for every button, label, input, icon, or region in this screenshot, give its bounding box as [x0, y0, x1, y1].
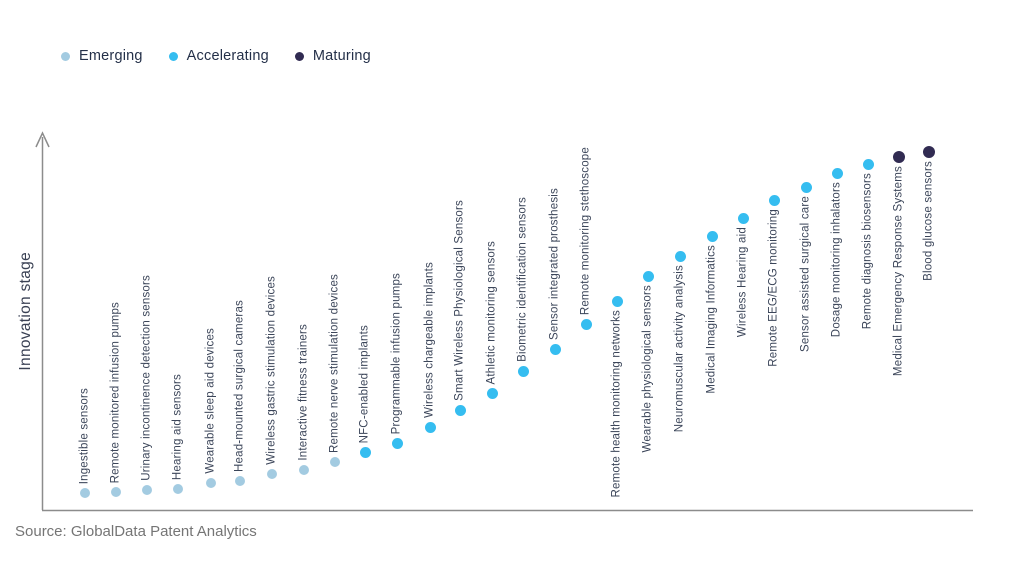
data-point-dot — [800, 181, 812, 193]
legend-item-accelerating: Accelerating — [168, 48, 269, 64]
data-point-dot — [359, 446, 371, 458]
data-point-label: Wireless gastric stimulation devices — [265, 276, 278, 465]
data-point-label: Medical Imaging Informatics — [705, 245, 718, 394]
data-point-label: Wearable physiological sensors — [641, 285, 654, 453]
data-point-label: Biometric identification sensors — [516, 197, 529, 362]
data-point-label: Remote nerve stimulation devices — [328, 274, 341, 453]
data-point-dot — [486, 387, 498, 399]
data-point-label: Hearing aid sensors — [171, 373, 184, 480]
data-point-label: Neuromuscular activity analysis — [673, 265, 686, 433]
data-point-label: Remote diagnosis biosensors — [861, 173, 874, 330]
data-point-label: Interactive fitness trainers — [297, 324, 310, 461]
data-point-label: Head-mounted surgical cameras — [233, 300, 246, 472]
data-point-dot — [517, 365, 529, 377]
data-point-dot — [454, 404, 466, 416]
data-point-label: Wireless Hearing aid — [736, 227, 749, 338]
data-point-dot — [424, 421, 436, 433]
data-point-dot — [611, 295, 623, 307]
data-point-dot — [642, 270, 654, 282]
data-point-dot — [235, 476, 245, 486]
data-point-dot — [831, 167, 843, 179]
data-point-label: Sensor assisted surgical care — [799, 196, 812, 353]
data-point-dot — [737, 212, 749, 224]
data-point-label: Remote EEG/ECG monitoring — [767, 209, 780, 367]
y-axis-arrow-icon — [35, 131, 50, 148]
data-point-label: Remote health monitoring networks — [610, 310, 623, 498]
data-point-dot — [267, 469, 277, 479]
data-point-label: Remote monitored infusion pumps — [109, 301, 122, 483]
legend-label: Emerging — [79, 48, 143, 64]
data-point-dot — [893, 151, 905, 163]
data-point-dot — [923, 146, 935, 158]
legend-item-emerging: Emerging — [61, 48, 143, 64]
data-point-dot — [549, 343, 561, 355]
data-point-label: NFC-enabled implants — [358, 324, 371, 443]
data-point-label: Sensor integrated prosthesis — [548, 188, 561, 340]
legend-dot-icon — [294, 51, 304, 61]
data-point-dot — [391, 437, 403, 449]
data-point-label: Athletic monitoring sensors — [485, 240, 498, 384]
legend-dot-icon — [61, 51, 70, 61]
data-point-label: Medical Emergency Response Systems — [892, 166, 905, 377]
data-point-label: Blood glucose sensors — [922, 161, 935, 281]
data-point-dot — [142, 485, 152, 495]
data-point-label: Smart Wireless Physiological Sensors — [453, 200, 466, 401]
data-point-dot — [768, 194, 780, 206]
data-point-label: Wireless chargeable implants — [423, 262, 436, 418]
data-point-label: Dosage monitoring inhalators — [830, 182, 843, 338]
data-point-label: Wearable sleep aid devices — [204, 328, 217, 474]
legend: Emerging Accelerating Maturing — [61, 48, 371, 64]
data-point-dot — [299, 465, 309, 475]
data-point-dot — [862, 158, 874, 170]
legend-item-maturing: Maturing — [294, 48, 371, 64]
data-point-dot — [111, 487, 121, 497]
data-point-dot — [206, 478, 216, 488]
legend-label: Accelerating — [186, 48, 269, 64]
data-point-label: Urinary incontinence detection sensors — [140, 275, 153, 481]
data-point-label: Remote monitoring stethoscope — [579, 146, 592, 315]
data-point-dot — [330, 457, 340, 467]
y-axis-title: Innovation stage — [17, 252, 34, 371]
data-point-label: Programmable infusion pumps — [390, 272, 403, 434]
data-point-dot — [706, 230, 718, 242]
data-point-dot — [173, 484, 183, 494]
legend-dot-icon — [168, 51, 178, 61]
data-point-dot — [80, 488, 90, 498]
legend-label: Maturing — [312, 48, 371, 64]
data-point-label: Ingestible sensors — [78, 387, 91, 484]
source-note: Source: GlobalData Patent Analytics — [15, 523, 257, 540]
data-point-dot — [674, 250, 686, 262]
data-point-dot — [580, 318, 592, 330]
